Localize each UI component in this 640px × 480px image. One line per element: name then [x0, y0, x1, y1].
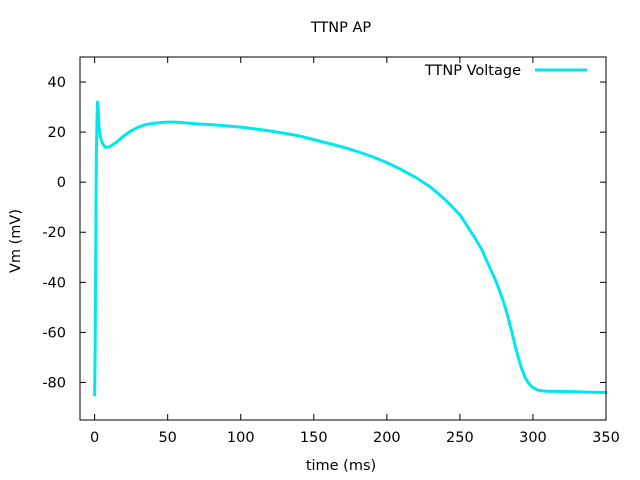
plot-frame	[79, 56, 607, 421]
y-tick-label: 0	[57, 175, 66, 191]
series-line	[93, 100, 608, 397]
y-tick-label: -20	[42, 225, 66, 241]
y-axis-label: Vm (mV)	[8, 209, 24, 273]
x-tick-label: 350	[592, 430, 620, 446]
y-tick-label: 20	[48, 125, 66, 141]
x-tick-label: 150	[300, 430, 328, 446]
y-tick-label: 40	[48, 75, 66, 91]
plot-lines	[93, 100, 608, 397]
x-tick-label: 250	[446, 430, 474, 446]
x-tick-label: 0	[90, 430, 99, 446]
x-tick-label: 100	[227, 430, 255, 446]
y-tick-label: -80	[42, 375, 66, 391]
legend: TTNP Voltage	[424, 63, 587, 79]
axis-ticks	[80, 57, 607, 420]
x-tick-label: 200	[373, 430, 401, 446]
x-tick-label: 50	[158, 430, 176, 446]
x-tick-label: 300	[519, 430, 547, 446]
legend-label: TTNP Voltage	[424, 63, 521, 79]
y-tick-label: -40	[42, 275, 66, 291]
axis-tick-labels: 0 50 100 150 200 250 300 350 -80 -60 -40 -20 0 20 40	[42, 75, 620, 446]
chart-title: TTNP AP	[310, 20, 372, 36]
x-axis-label: time (ms)	[306, 458, 376, 474]
y-tick-label: -60	[42, 325, 66, 341]
